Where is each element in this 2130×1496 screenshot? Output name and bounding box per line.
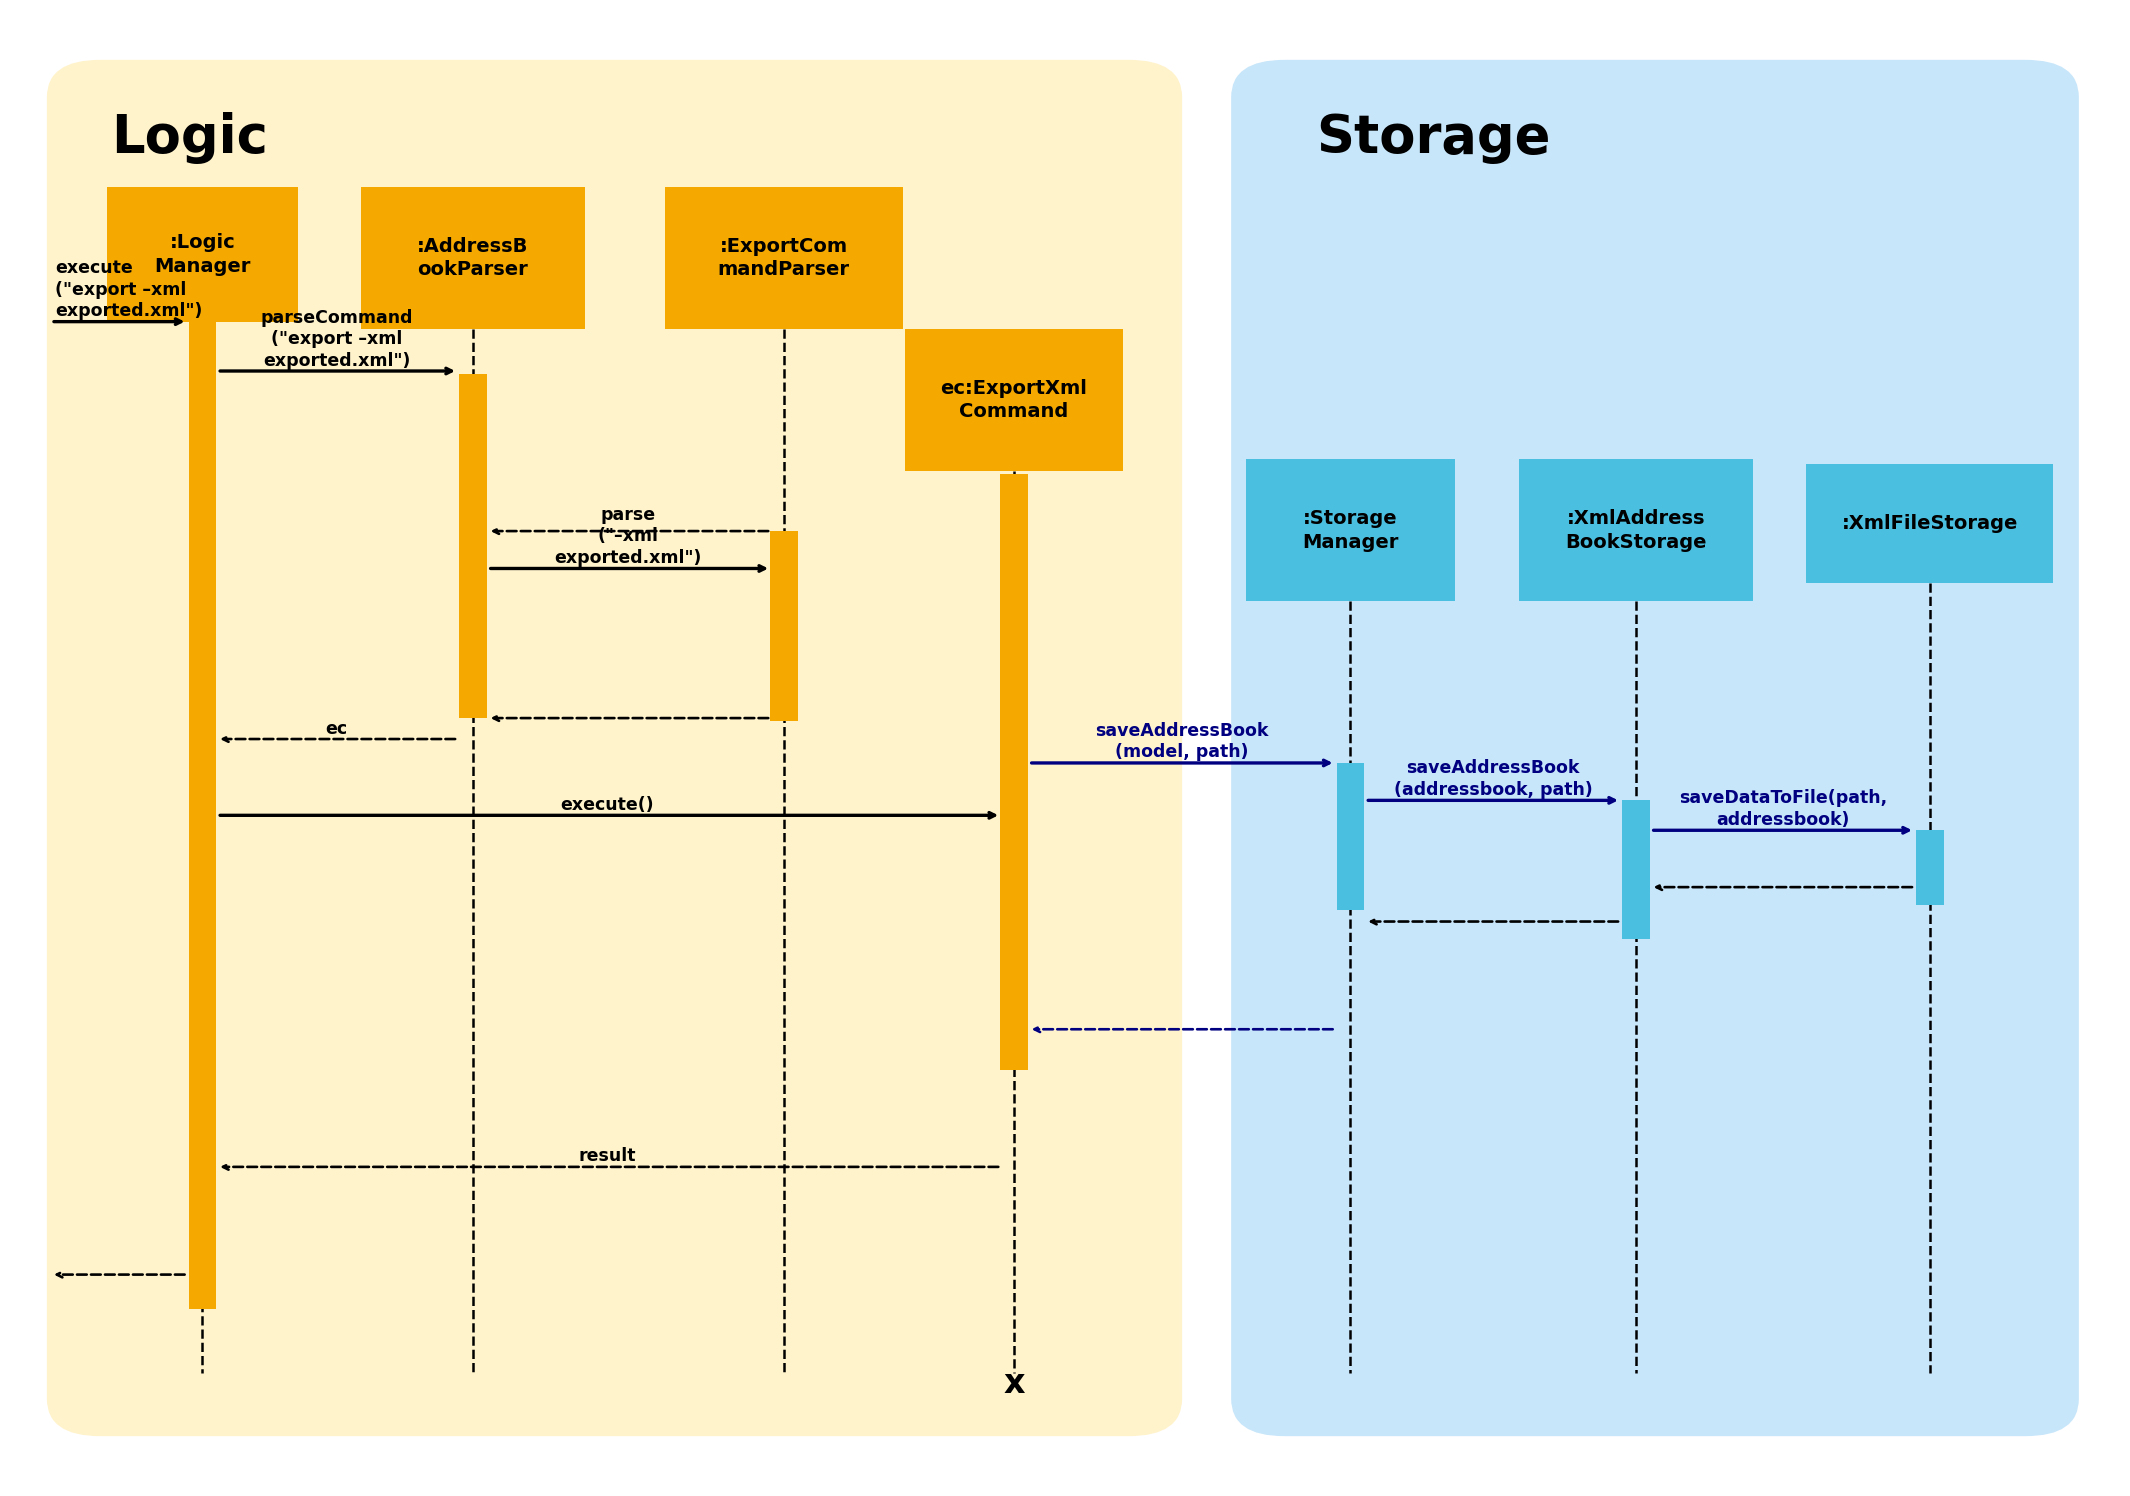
Text: ec: ec xyxy=(326,720,347,738)
Text: :XmlFileStorage: :XmlFileStorage xyxy=(1842,515,2017,533)
Text: :Logic
Manager: :Logic Manager xyxy=(153,233,251,275)
Text: parse
("–xml
exported.xml"): parse ("–xml exported.xml") xyxy=(554,506,703,567)
Text: ec:ExportXml
Command: ec:ExportXml Command xyxy=(941,378,1086,422)
Text: :ExportCom
mandParser: :ExportCom mandParser xyxy=(718,236,850,280)
Text: parseCommand
("export –xml
exported.xml"): parseCommand ("export –xml exported.xml"… xyxy=(260,308,413,370)
Bar xyxy=(1519,459,1753,601)
Bar xyxy=(665,187,903,329)
Bar xyxy=(1001,474,1027,1070)
Bar xyxy=(460,374,486,718)
Bar xyxy=(1623,800,1651,939)
Text: x: x xyxy=(1003,1367,1025,1400)
Bar xyxy=(187,322,217,1309)
Text: saveAddressBook
(addressbook, path): saveAddressBook (addressbook, path) xyxy=(1393,760,1593,799)
Bar xyxy=(1917,830,1945,905)
Text: :XmlAddress
BookStorage: :XmlAddress BookStorage xyxy=(1566,509,1706,552)
Text: :Storage
Manager: :Storage Manager xyxy=(1301,509,1399,552)
FancyBboxPatch shape xyxy=(1231,60,2079,1436)
Text: execute(): execute() xyxy=(560,796,654,814)
Bar xyxy=(771,531,797,721)
Bar xyxy=(1806,464,2053,583)
Text: saveAddressBook
(model, path): saveAddressBook (model, path) xyxy=(1095,723,1269,761)
Text: Storage: Storage xyxy=(1316,112,1551,165)
Bar xyxy=(362,187,584,329)
FancyBboxPatch shape xyxy=(47,60,1182,1436)
Text: Logic: Logic xyxy=(111,112,268,165)
Text: execute
("export –xml
exported.xml"): execute ("export –xml exported.xml") xyxy=(55,259,202,320)
Text: :AddressB
ookParser: :AddressB ookParser xyxy=(417,236,528,280)
Bar xyxy=(106,187,298,322)
Text: result: result xyxy=(579,1147,635,1165)
Bar xyxy=(1246,459,1455,601)
Bar xyxy=(1338,763,1365,910)
Bar xyxy=(905,329,1123,471)
Text: saveDataToFile(path,
addressbook): saveDataToFile(path, addressbook) xyxy=(1678,790,1887,829)
